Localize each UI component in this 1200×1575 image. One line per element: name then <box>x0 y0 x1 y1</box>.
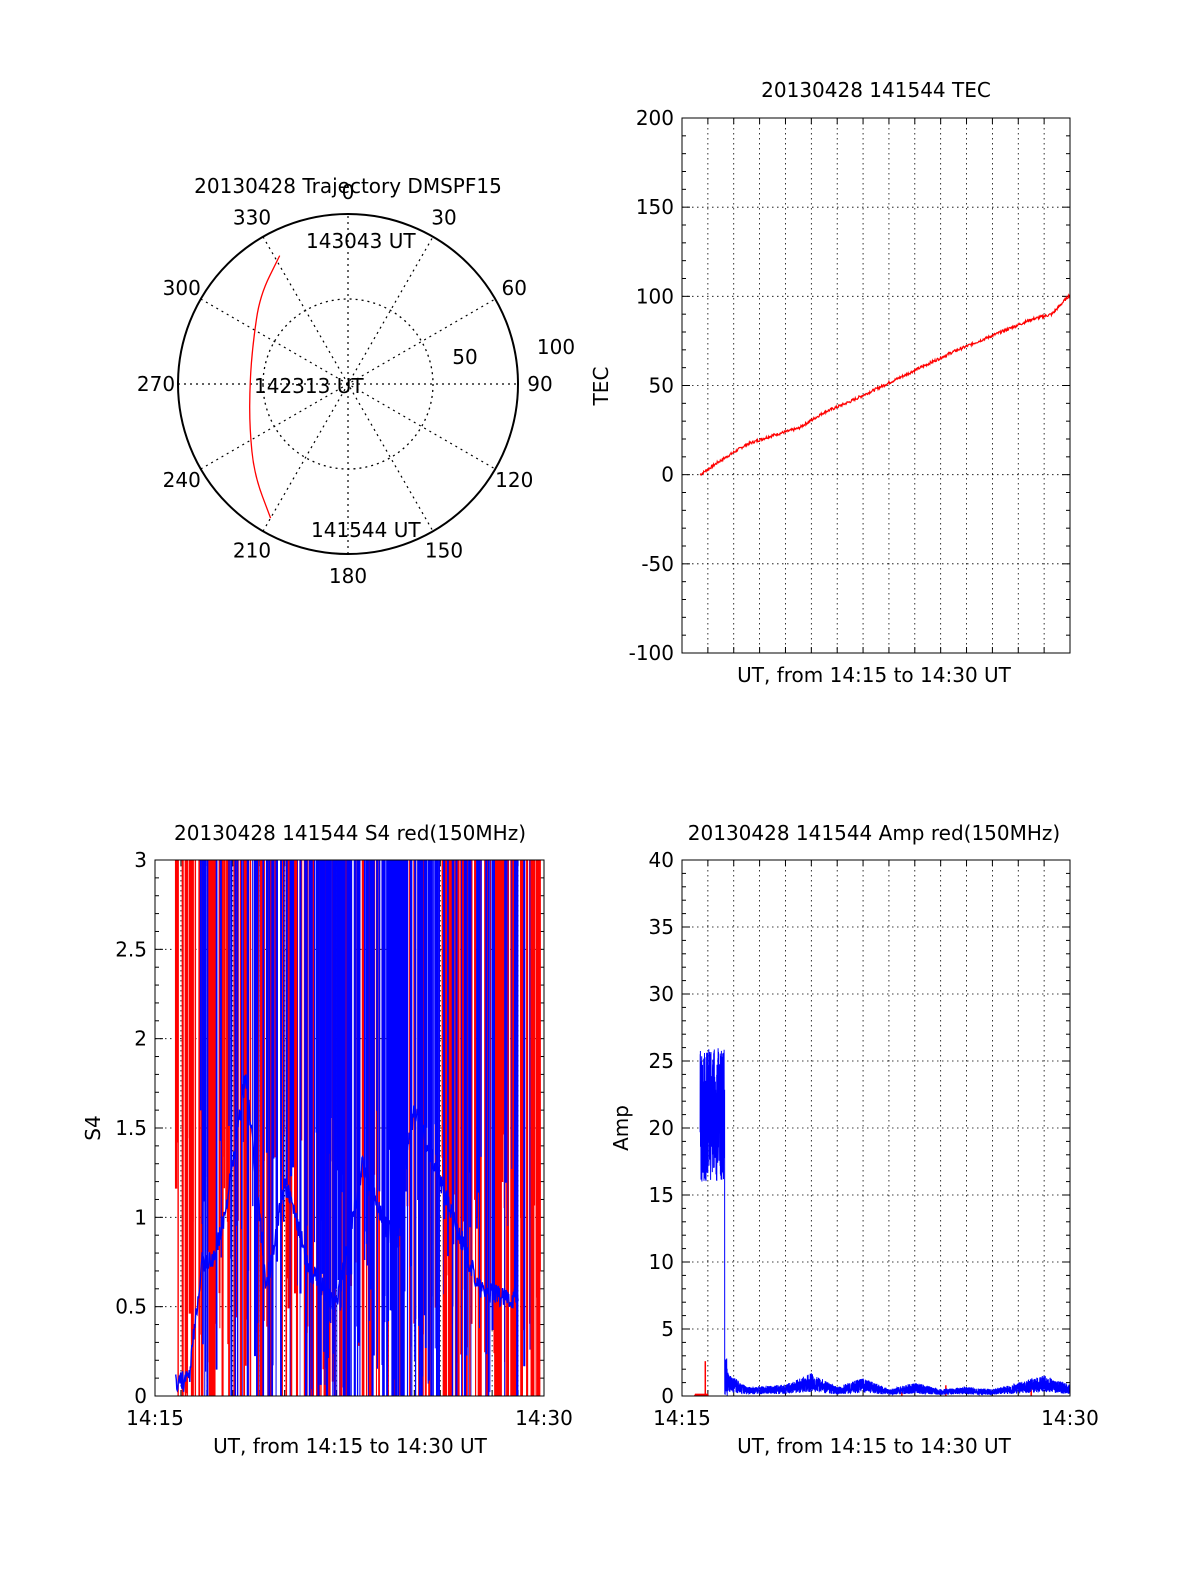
amp-xtick-start: 14:15 <box>653 1406 711 1430</box>
polar-radius-label-100: 100 <box>537 335 575 359</box>
polar-angle-label: 60 <box>502 276 527 300</box>
s4-tick-labels: 0 0.5 1 1.5 2 2.5 3 <box>115 848 147 1408</box>
tec-ytick-label: 100 <box>636 284 674 308</box>
s4-ytick-label: 0.5 <box>115 1295 147 1319</box>
tec-title: 20130428 141544 TEC <box>761 78 991 102</box>
polar-annotation-mid: 142313 UT <box>254 374 364 398</box>
tec-series-line <box>699 293 1071 477</box>
amp-ytick-label: 15 <box>649 1183 674 1207</box>
amp-chart: 20130428 141544 Amp red(150MHz) 0 5 10 15 20… <box>609 821 1099 1458</box>
tec-ytick-label: -50 <box>641 552 674 576</box>
polar-outer-circle <box>177 213 519 555</box>
s4-plot-frame <box>154 859 545 1397</box>
polar-title: 20130428 Trajectory DMSPF15 <box>194 174 502 198</box>
polar-angle-label: 30 <box>431 206 456 230</box>
s4-ytick-label: 1 <box>134 1205 147 1229</box>
polar-angle-label: 90 <box>527 372 552 396</box>
s4-xtick-end: 14:30 <box>515 1406 573 1430</box>
tec-tick-labels: -100 -50 0 50 100 150 200 <box>629 106 674 665</box>
polar-angle-labels: 0 30 60 90 120 150 180 210 240 270 300 330 <box>137 180 553 588</box>
polar-angle-label: 300 <box>163 276 201 300</box>
s4-ylabel: S4 <box>81 1115 105 1140</box>
amp-ytick-label: 35 <box>649 915 674 939</box>
amp-ytick-label: 25 <box>649 1049 674 1073</box>
polar-grid <box>178 214 518 554</box>
polar-spoke <box>262 236 434 532</box>
amp-xtick-end: 14:30 <box>1041 1406 1099 1430</box>
s4-xtick-start: 14:15 <box>126 1406 184 1430</box>
s4-xlabel: UT, from 14:15 to 14:30 UT <box>213 1434 488 1458</box>
polar-angle-label: 120 <box>495 468 533 492</box>
polar-radius-label-50: 50 <box>452 345 477 369</box>
amp-plot-frame <box>681 859 1071 1397</box>
amp-ytick-label: 5 <box>661 1317 674 1341</box>
amp-title: 20130428 141544 Amp red(150MHz) <box>688 821 1060 845</box>
amp-ytick-label: 40 <box>649 848 674 872</box>
tec-ytick-label: 150 <box>636 195 674 219</box>
s4-ytick-label: 1.5 <box>115 1116 147 1140</box>
s4-ytick-label: 0 <box>134 1384 147 1408</box>
polar-chart: 20130428 Trajectory DMSPF15 0 30 60 90 120 15… <box>137 174 575 588</box>
s4-blue-series-line <box>175 1074 519 1393</box>
tec-plot-frame <box>681 117 1071 654</box>
polar-angle-label: 330 <box>233 206 271 230</box>
s4-chart: 20130428 141544 S4 red(150MHz) 0 0.5 1 1.5 2… <box>81 821 573 1458</box>
polar-annotation-end: 143043 UT <box>306 229 416 253</box>
s4-title: 20130428 141544 S4 red(150MHz) <box>174 821 526 845</box>
amp-ytick-label: 20 <box>649 1116 674 1140</box>
tec-chart: 20130428 141544 TEC -100-50050100150200 … <box>589 78 1071 687</box>
amp-ytick-label: 30 <box>649 982 674 1006</box>
amp-ytick-label: 10 <box>649 1250 674 1274</box>
s4-blue-series-bars <box>199 860 531 1396</box>
polar-angle-label: 180 <box>329 564 367 588</box>
polar-annotation-start: 141544 UT <box>311 518 421 542</box>
s4-ytick-label: 3 <box>134 848 147 872</box>
polar-angle-label: 270 <box>137 372 175 396</box>
amp-tick-labels: 0 5 10 15 20 25 30 35 40 <box>649 848 674 1408</box>
amp-blue-series-line <box>699 1048 1071 1397</box>
tec-xlabel: UT, from 14:15 to 14:30 UT <box>737 663 1012 687</box>
amp-xlabel: UT, from 14:15 to 14:30 UT <box>737 1434 1012 1458</box>
s4-ytick-label: 2.5 <box>115 937 147 961</box>
tec-ytick-label: 200 <box>636 106 674 130</box>
amp-grid <box>681 859 1071 1397</box>
tec-ytick-label: 0 <box>661 463 674 487</box>
polar-angle-label: 150 <box>425 538 463 562</box>
tec-ylabel: TEC <box>589 367 613 407</box>
polar-angle-label: 240 <box>163 468 201 492</box>
amp-ylabel: Amp <box>609 1105 633 1151</box>
tec-ytick-label: 50 <box>649 374 674 398</box>
polar-angle-label: 0 <box>342 180 355 204</box>
tec-grid <box>681 117 1071 654</box>
polar-trajectory-line <box>249 255 281 519</box>
s4-ytick-label: 2 <box>134 1027 147 1051</box>
polar-angle-label: 210 <box>233 538 271 562</box>
tec-ytick-label: -100 <box>629 641 674 665</box>
amp-ytick-label: 0 <box>661 1384 674 1408</box>
